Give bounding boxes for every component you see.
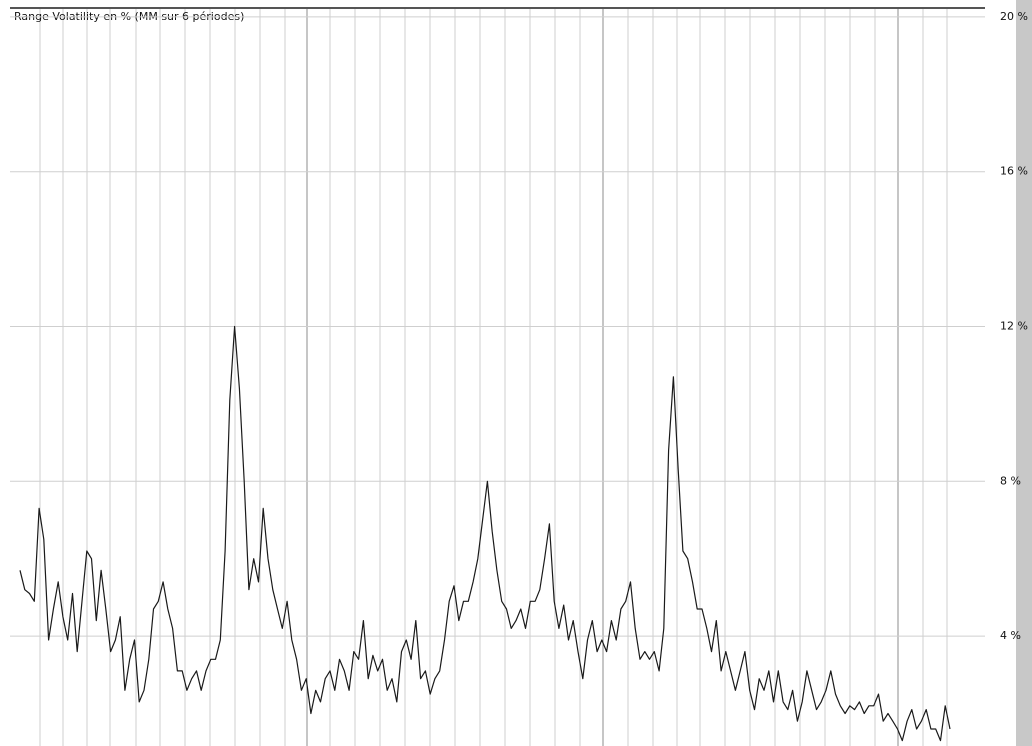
y-tick-label: 4 % <box>1000 629 1021 642</box>
y-tick-label: 12 % <box>1000 319 1028 332</box>
vertical-grid <box>39 8 948 746</box>
data-line <box>19 325 951 742</box>
y-tick-label: 20 % <box>1000 10 1028 23</box>
y-tick-label: 8 % <box>1000 474 1021 487</box>
side-strip <box>1016 0 1032 746</box>
y-tick-label: 16 % <box>1000 165 1028 178</box>
